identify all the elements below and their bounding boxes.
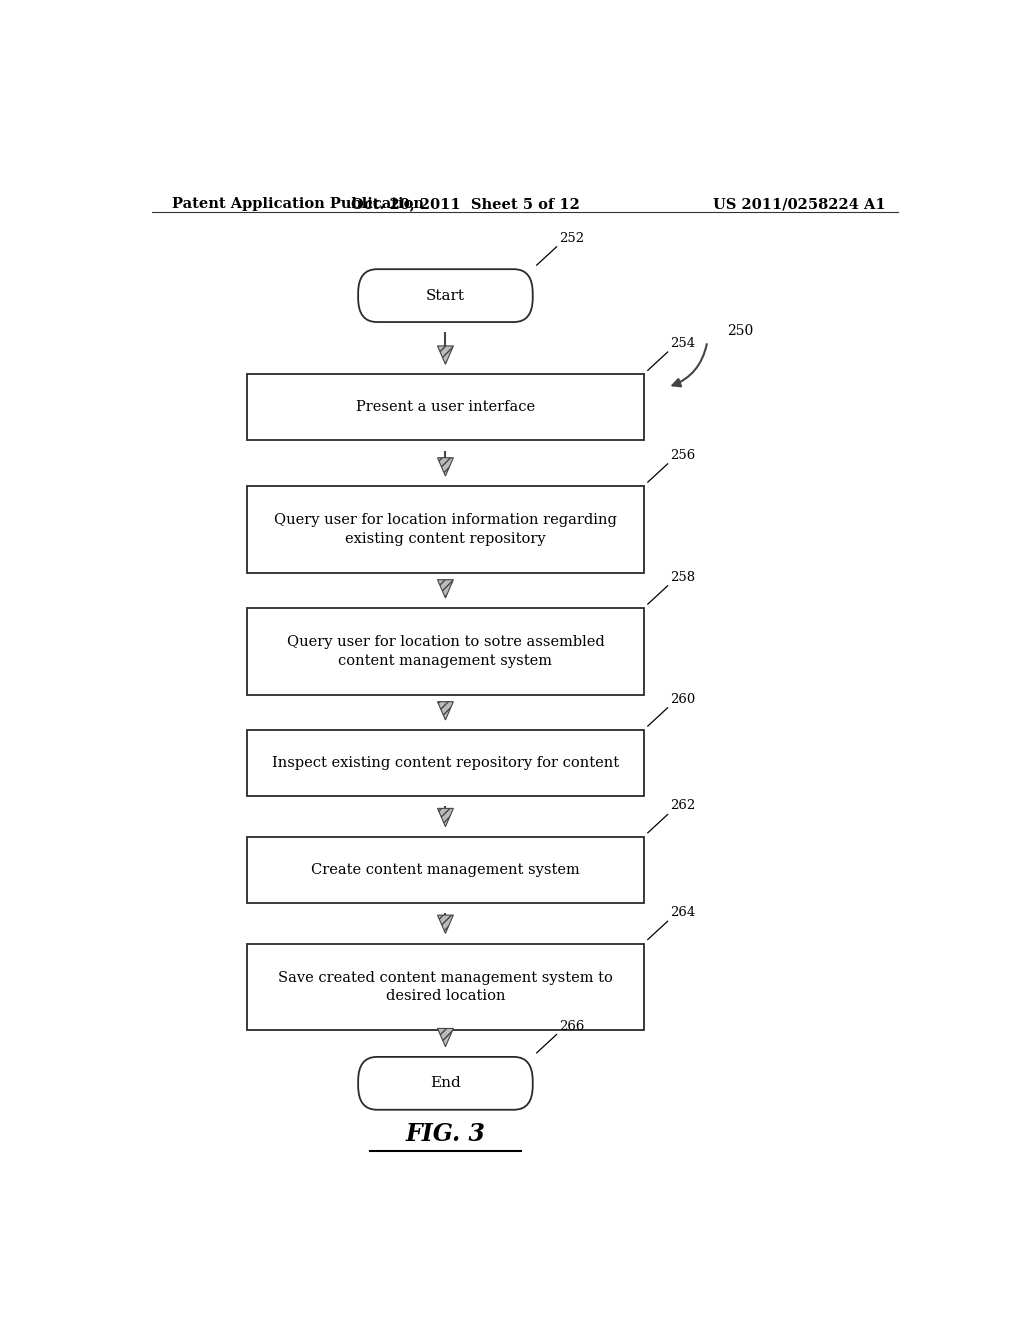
Text: Patent Application Publication: Patent Application Publication [172,197,424,211]
FancyBboxPatch shape [358,269,532,322]
Text: End: End [430,1076,461,1090]
Text: 250: 250 [727,325,754,338]
Bar [247,609,644,694]
Polygon shape [437,702,454,719]
Text: 258: 258 [670,570,695,583]
Text: Create content management system: Create content management system [311,863,580,876]
Bar [247,730,644,796]
Bar [247,375,644,441]
Text: 264: 264 [670,906,695,919]
Text: 262: 262 [670,800,695,812]
Bar [247,486,644,573]
Text: 260: 260 [670,693,695,706]
Polygon shape [437,458,454,477]
Text: 266: 266 [559,1019,585,1032]
Text: Query user for location information regarding
existing content repository: Query user for location information rega… [274,513,616,545]
FancyBboxPatch shape [358,1057,532,1110]
Text: 256: 256 [670,449,695,462]
Polygon shape [437,1028,454,1047]
Polygon shape [437,579,454,598]
Text: Start: Start [426,289,465,302]
Text: Oct. 20, 2011  Sheet 5 of 12: Oct. 20, 2011 Sheet 5 of 12 [351,197,580,211]
Text: Inspect existing content repository for content: Inspect existing content repository for … [272,756,618,770]
Text: Save created content management system to
desired location: Save created content management system t… [278,970,613,1003]
Text: Present a user interface: Present a user interface [356,400,535,414]
Bar [247,837,644,903]
Text: FIG. 3: FIG. 3 [406,1122,485,1146]
Polygon shape [437,915,454,933]
Text: 254: 254 [670,337,695,350]
Polygon shape [437,808,454,826]
Text: US 2011/0258224 A1: US 2011/0258224 A1 [714,197,886,211]
Text: Query user for location to sotre assembled
content management system: Query user for location to sotre assembl… [287,635,604,668]
Text: 252: 252 [559,232,584,244]
Polygon shape [437,346,454,364]
Bar [247,944,644,1030]
